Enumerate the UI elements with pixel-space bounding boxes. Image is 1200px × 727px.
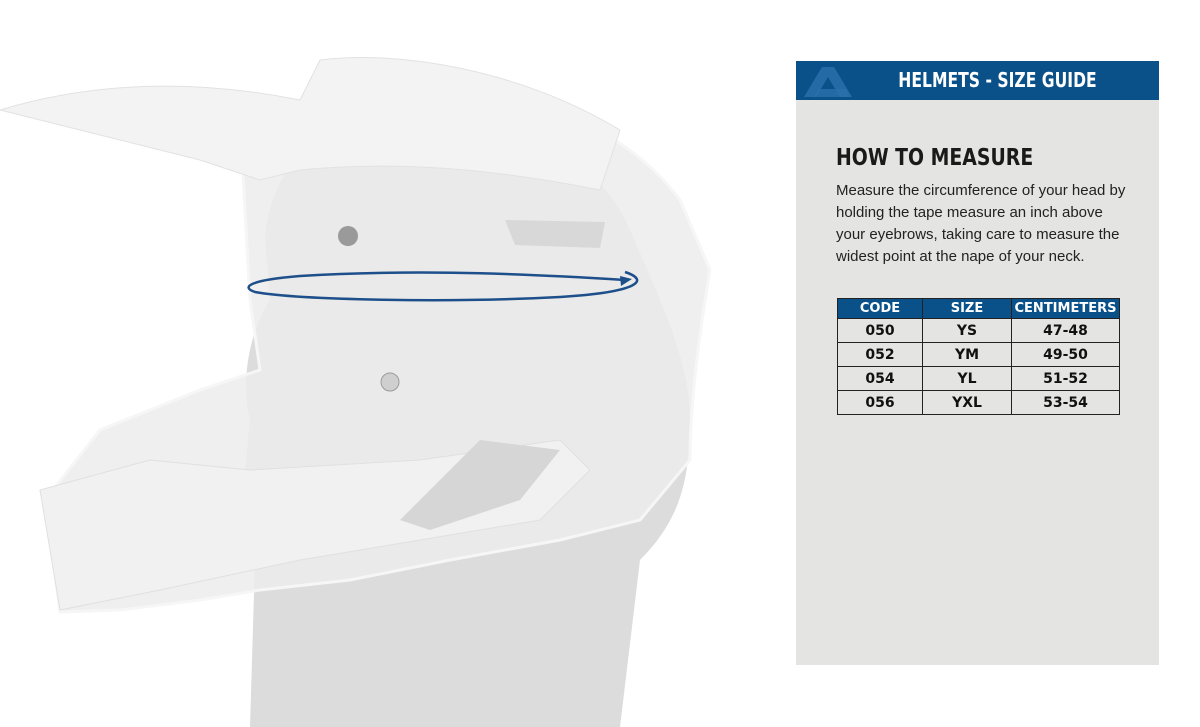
size-guide-banner: HELMETS - SIZE GUIDE: [796, 61, 1159, 100]
cell-centimeters: 47-48: [1011, 318, 1120, 343]
cell-code: 052: [837, 342, 923, 367]
cell-size: YS: [922, 318, 1012, 343]
size-table: CODE SIZE CENTIMETERS 050 YS 47-48 052 Y…: [837, 298, 1120, 415]
cell-size: YL: [922, 366, 1012, 391]
size-table-header: CODE SIZE CENTIMETERS: [837, 298, 1120, 319]
header-size: SIZE: [922, 298, 1012, 319]
cell-code: 056: [837, 390, 923, 415]
cell-centimeters: 51-52: [1011, 366, 1120, 391]
cell-size: YM: [922, 342, 1012, 367]
cell-centimeters: 53-54: [1011, 390, 1120, 415]
helmet-side-vent: [400, 440, 560, 530]
banner-title: HELMETS - SIZE GUIDE: [898, 68, 1097, 92]
table-row: 050 YS 47-48: [837, 318, 1120, 343]
header-code: CODE: [837, 298, 923, 319]
table-row: 054 YL 51-52: [837, 366, 1120, 391]
how-to-measure-description: Measure the circumference of your head b…: [836, 182, 1126, 265]
acerbis-logo-icon: [804, 67, 852, 97]
cell-centimeters: 49-50: [1011, 342, 1120, 367]
helmet-visor: [0, 57, 621, 191]
cell-size: YXL: [922, 390, 1012, 415]
table-row: 052 YM 49-50: [837, 342, 1120, 367]
size-guide-panel: HELMETS - SIZE GUIDE HOW TO MEASURE Meas…: [796, 61, 1159, 665]
helmet-head-illustration: [0, 57, 712, 727]
helmet-front-vent: [505, 220, 605, 248]
how-to-measure-heading: HOW TO MEASURE: [836, 145, 1034, 171]
header-centimeters: CENTIMETERS: [1011, 298, 1120, 319]
cell-code: 054: [837, 366, 923, 391]
visor-screw: [338, 226, 358, 246]
tape-arrowhead: [620, 276, 632, 286]
cell-code: 050: [837, 318, 923, 343]
table-row: 056 YXL 53-54: [837, 390, 1120, 415]
tape-measure-arrow-icon: [247, 270, 639, 302]
helmet-screw: [380, 372, 400, 392]
